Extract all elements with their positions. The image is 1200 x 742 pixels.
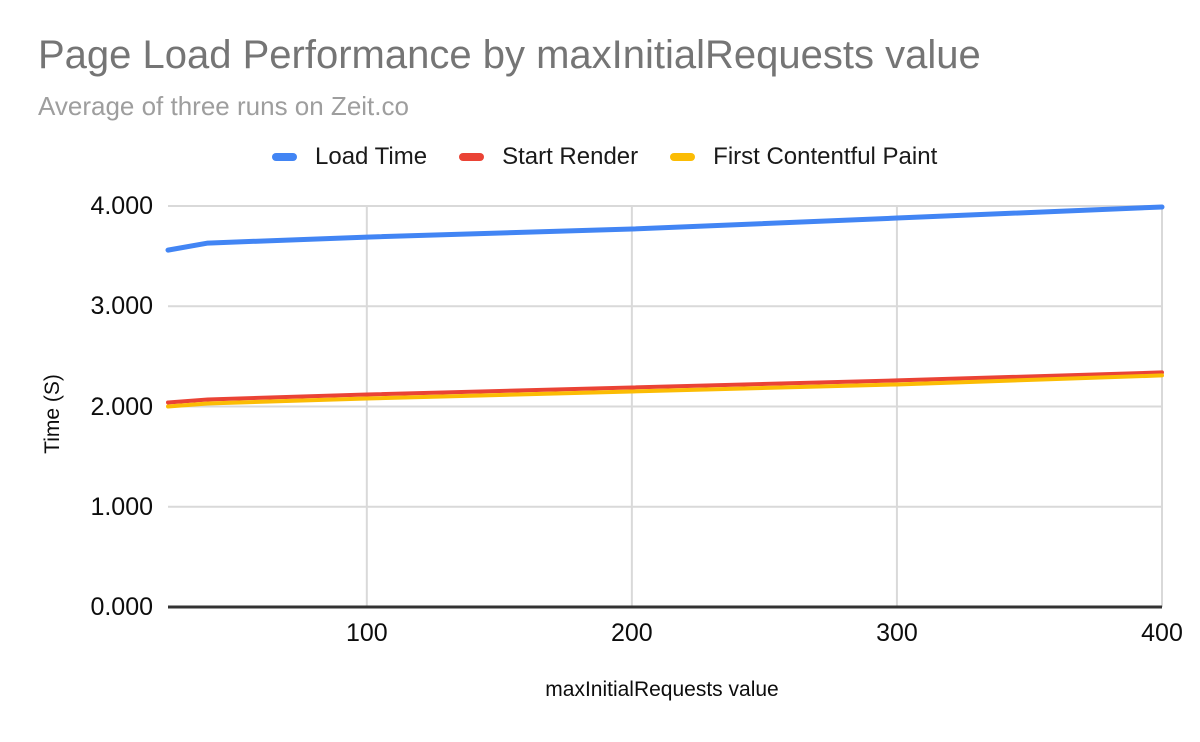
y-tick-label: 2.000 bbox=[90, 392, 153, 421]
y-axis-title: Time (S) bbox=[41, 374, 64, 454]
y-tick-label: 1.000 bbox=[90, 492, 153, 521]
legend-label-start-render: Start Render bbox=[502, 143, 639, 170]
x-tick-label: 200 bbox=[611, 619, 653, 647]
legend-label-first-contentful-paint: First Contentful Paint bbox=[713, 143, 938, 170]
chart-subtitle: Average of three runs on Zeit.co bbox=[38, 91, 409, 121]
legend-item-load-time[interactable]: Load Time bbox=[272, 143, 427, 171]
y-tick-label: 0.000 bbox=[90, 593, 153, 621]
legend-swatch-load-time bbox=[272, 153, 297, 161]
x-tick-label: 100 bbox=[345, 619, 388, 647]
legend: Load Time Start Render First Contentful … bbox=[272, 143, 937, 171]
series-line-load-time[interactable] bbox=[165, 204, 1165, 253]
legend-label-load-time: Load Time bbox=[315, 143, 428, 170]
y-tick-label: 3.000 bbox=[90, 292, 153, 321]
chart-title: Page Load Performance by maxInitialReque… bbox=[38, 33, 981, 77]
series-line-start-render[interactable] bbox=[166, 370, 1164, 405]
legend-item-first-contentful-paint[interactable]: First Contentful Paint bbox=[670, 143, 937, 171]
series-line-first-contentful-paint[interactable] bbox=[166, 373, 1164, 409]
legend-swatch-first-contentful-paint bbox=[670, 153, 696, 161]
legend-item-start-render[interactable]: Start Render bbox=[459, 143, 638, 171]
x-axis-title: maxInitialRequests value bbox=[545, 678, 779, 701]
legend-swatch-start-render bbox=[459, 153, 485, 161]
x-tick-label: 300 bbox=[876, 619, 918, 647]
x-tick-label: 400 bbox=[1141, 619, 1183, 647]
y-tick-label: 4.000 bbox=[90, 192, 153, 220]
